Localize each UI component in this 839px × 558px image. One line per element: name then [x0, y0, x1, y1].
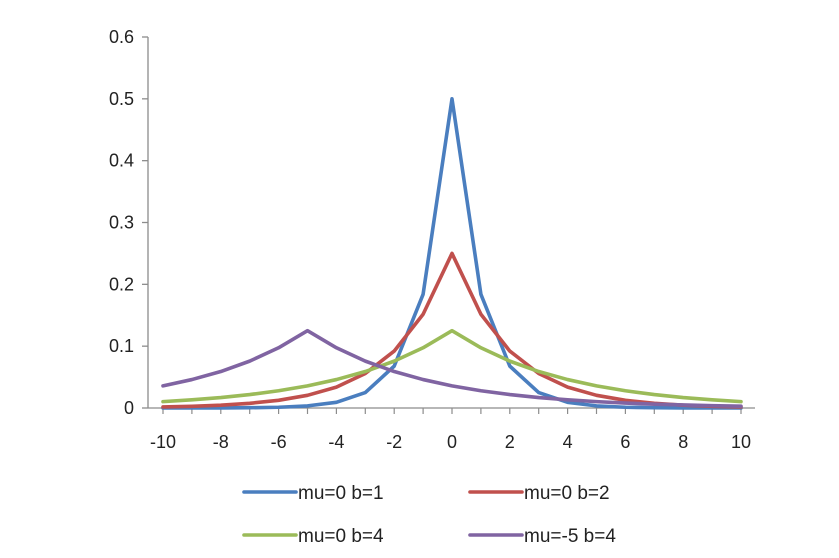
y-tick-label: 0.2: [109, 274, 134, 294]
x-tick-label: 6: [620, 432, 630, 452]
legend-label-4: mu=-5 b=4: [524, 526, 616, 547]
x-tick-label: 4: [563, 432, 573, 452]
y-tick-label: 0.1: [109, 336, 134, 356]
y-tick-label: 0.3: [109, 213, 134, 233]
x-tick-label: 8: [678, 432, 688, 452]
legend-label-2: mu=0 b=2: [524, 483, 610, 504]
axes: 0 0.1 0.2 0.3 0.4 0.5 0.6 -10 -8 -6 -4 -2 0 2 4 6 8 10: [109, 27, 755, 452]
x-tick-label: -6: [271, 432, 287, 452]
series-line-1: [161, 97, 743, 410]
x-tick-label: -8: [213, 432, 229, 452]
x-tick-label: -10: [150, 432, 176, 452]
legend-label-3: mu=0 b=4: [298, 526, 384, 547]
x-tick-label: 0: [447, 432, 457, 452]
x-tick-label: 2: [505, 432, 515, 452]
series-line-3: [161, 328, 743, 404]
series-layer: [161, 97, 743, 410]
y-tick-label: 0.6: [109, 27, 134, 47]
legend-label-1: mu=0 b=1: [298, 483, 384, 504]
x-tick-label: -4: [328, 432, 344, 452]
series-line-4: [161, 328, 743, 408]
x-tick-label: 10: [731, 432, 751, 452]
legend: mu=0 b=1 mu=0 b=2 mu=0 b=4 mu=-5 b=4: [242, 483, 616, 547]
y-tick-label: 0.4: [109, 151, 134, 171]
x-tick-label: -2: [386, 432, 402, 452]
y-tick-label: 0.5: [109, 89, 134, 109]
y-tick-label: 0: [124, 398, 134, 418]
